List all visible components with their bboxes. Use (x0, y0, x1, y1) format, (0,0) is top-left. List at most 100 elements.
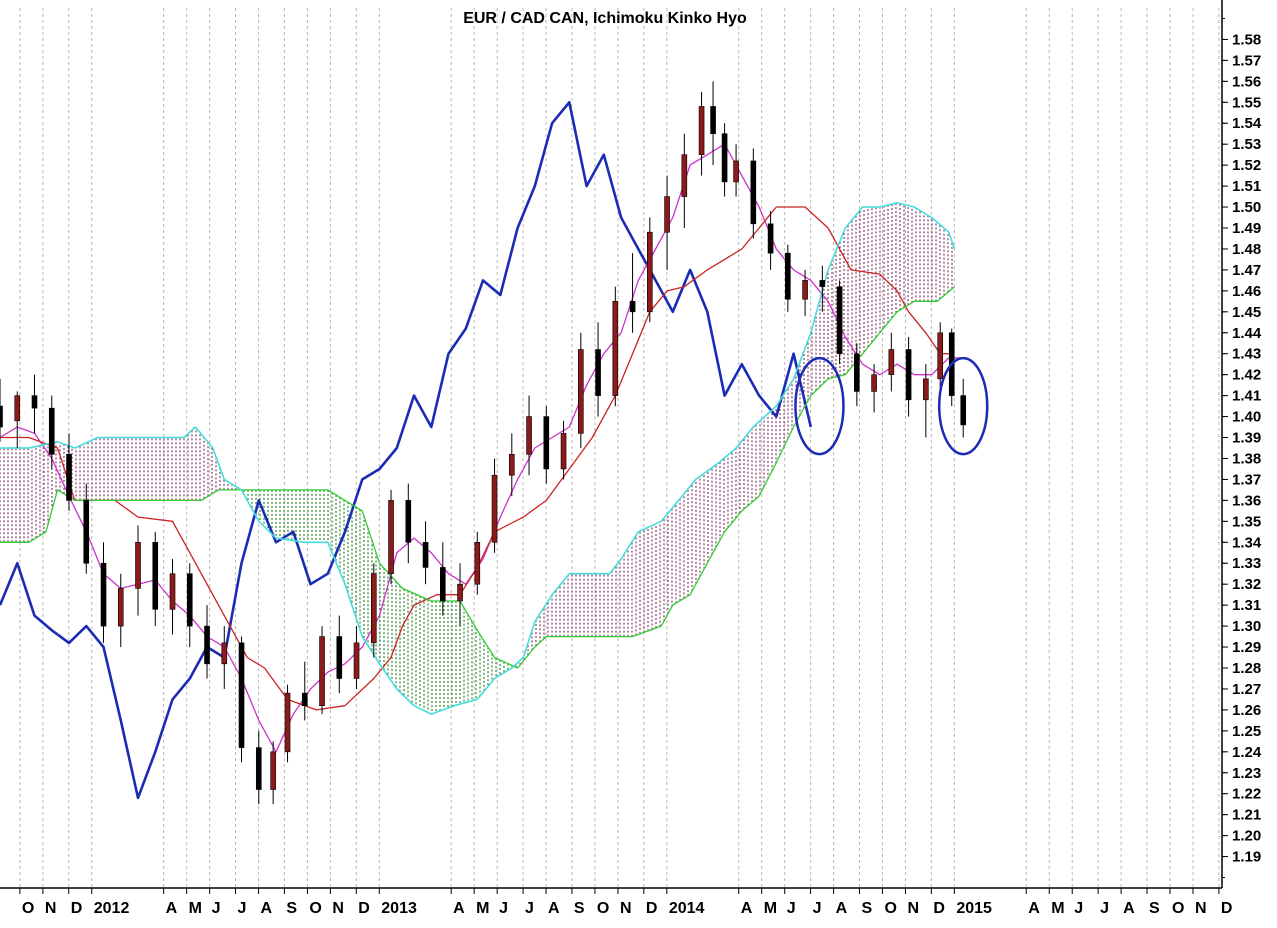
candle-body (169, 573, 176, 610)
candle-body (474, 541, 481, 585)
y-tick-label: 1.35 (1232, 513, 1261, 530)
x-tick-label: A (1123, 900, 1135, 917)
candle-body (526, 416, 532, 455)
y-tick-label: 1.43 (1232, 346, 1261, 363)
y-tick-label: 1.29 (1232, 639, 1261, 656)
x-tick-label: J (212, 900, 221, 917)
x-tick-label: M (764, 900, 777, 917)
candle-body (370, 573, 377, 644)
x-tick-label: A (166, 900, 178, 917)
x-tick-label: D (1221, 900, 1233, 917)
y-tick-label: 1.34 (1232, 534, 1262, 551)
x-tick-label: J (1100, 900, 1109, 917)
y-tick-label: 1.41 (1232, 388, 1261, 405)
candle-body (457, 583, 463, 602)
candle-body (629, 301, 636, 313)
x-tick-label: J (787, 900, 796, 917)
axes: 1.19 1.20 1.21 1.22 1.23 1.24 1.25 1.26 1.27 1.28… (0, 0, 1262, 917)
y-tick-label: 1.30 (1232, 618, 1261, 635)
y-tick-label: 1.42 (1232, 367, 1261, 384)
vertical-grid (19, 8, 1220, 888)
x-tick-label: A (453, 900, 465, 917)
candle-body (284, 692, 291, 753)
y-tick-label: 1.56 (1232, 73, 1261, 90)
x-tick-label: O (22, 900, 34, 917)
candle-body (186, 573, 193, 627)
candle-body (117, 588, 124, 627)
y-tick-label: 1.46 (1232, 283, 1261, 300)
x-tick-label: N (332, 900, 344, 917)
candle-body (836, 286, 843, 355)
y-tick-label: 1.28 (1232, 660, 1261, 677)
candle-body (819, 280, 826, 287)
x-tick-label: M (1051, 900, 1064, 917)
candle-body (664, 196, 670, 233)
kijun-line (0, 206, 955, 711)
y-tick-label: 1.38 (1232, 450, 1261, 467)
y-tick-label: 1.22 (1232, 786, 1261, 803)
candle-body (135, 541, 141, 589)
y-tick-label: 1.21 (1232, 807, 1261, 824)
annotation-circle (937, 356, 989, 456)
x-tick-label: S (286, 900, 297, 917)
candle-body (871, 374, 877, 392)
x-tick-label: N (1195, 900, 1207, 917)
candle-body (750, 160, 757, 225)
x-tick-label: J (813, 900, 822, 917)
candle-body (710, 106, 716, 135)
x-tick-label: D (933, 900, 945, 917)
x-tick-label: A (548, 900, 560, 917)
candle-body (439, 567, 446, 602)
x-tick-label: N (45, 900, 57, 917)
x-tick-label: J (525, 900, 534, 917)
x-tick-label: O (597, 900, 609, 917)
candle-body (509, 453, 515, 476)
candle-body (767, 223, 774, 254)
candle-body (733, 160, 739, 183)
candle-body (31, 395, 38, 409)
candle-body (698, 106, 705, 155)
annotation-circles (794, 356, 989, 456)
candle-body (66, 453, 72, 501)
x-tick-label: M (476, 900, 489, 917)
y-tick-label: 1.31 (1232, 597, 1261, 614)
x-tick-label: A (836, 900, 848, 917)
chikou-line (0, 101, 813, 800)
candle-body (270, 751, 276, 790)
x-tick-label: J (1074, 900, 1083, 917)
candle-body (238, 642, 245, 748)
candle-body (888, 349, 895, 375)
x-tick-label: J (499, 900, 508, 917)
price-candles (0, 81, 967, 805)
x-tick-label: O (309, 900, 321, 917)
y-tick-label: 1.54 (1232, 115, 1262, 132)
candle-body (560, 433, 567, 470)
y-tick-label: 1.25 (1232, 723, 1261, 740)
candle-body (301, 692, 308, 707)
y-tick-label: 1.24 (1232, 744, 1262, 761)
x-tick-label: 2014 (669, 900, 705, 917)
y-tick-label: 1.58 (1232, 31, 1261, 48)
candle-body (721, 133, 728, 183)
candle-body (0, 405, 3, 428)
y-tick-label: 1.32 (1232, 576, 1261, 593)
y-tick-label: 1.53 (1232, 136, 1261, 153)
x-tick-label: N (620, 900, 632, 917)
x-tick-label: A (741, 900, 753, 917)
candle-body (204, 625, 210, 665)
y-tick-label: 1.49 (1232, 220, 1261, 237)
y-tick-label: 1.33 (1232, 555, 1261, 572)
chart-title: EUR / CAD CAN, Ichimoku Kinko Hyo (463, 10, 747, 27)
candle-body (353, 642, 360, 679)
candle-body (960, 395, 967, 426)
candle-body (937, 332, 944, 380)
x-tick-label: D (71, 900, 83, 917)
senkou_a-line (0, 286, 956, 669)
y-tick-label: 1.19 (1232, 849, 1261, 866)
y-tick-label: 1.23 (1232, 765, 1261, 782)
candle-body (854, 353, 860, 392)
y-tick-label: 1.44 (1232, 325, 1262, 342)
candle-body (83, 500, 90, 564)
